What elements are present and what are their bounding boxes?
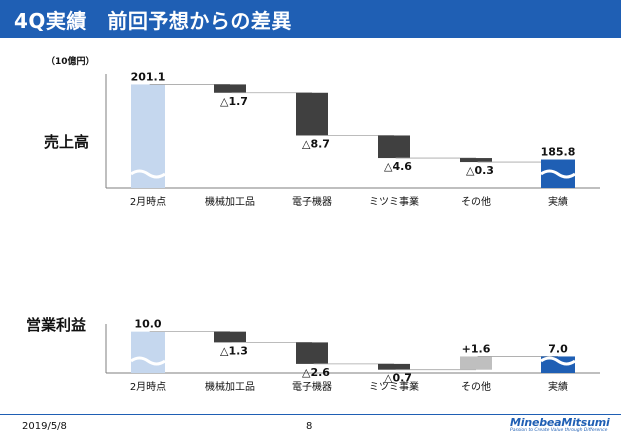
page-number: 8	[306, 421, 313, 432]
category-label: ミツミ事業	[369, 380, 419, 393]
slide-header: 4Q実績 前回予想からの差異	[0, 0, 621, 38]
category-label: 2月時点	[130, 381, 166, 393]
category-label: その他	[461, 380, 491, 393]
category-label: ミツミ事業	[369, 195, 419, 208]
axis-break-mark	[540, 169, 576, 179]
category-label: 2月時点	[130, 196, 166, 208]
value-label: 7.0	[548, 342, 568, 355]
logo-tagline: Passion to Create Value through Differen…	[510, 428, 608, 433]
value-label: △0.3	[466, 164, 494, 177]
axis-break-mark	[130, 169, 166, 179]
axis-break-mark	[540, 356, 576, 366]
category-label: 電子機器	[292, 195, 332, 208]
bar-decrease	[214, 331, 246, 343]
bar-decrease	[214, 84, 246, 93]
category-label: 機械加工品	[205, 380, 255, 393]
category-label: 実績	[548, 195, 568, 208]
value-label: △2.6	[302, 366, 330, 379]
bar-decrease	[296, 342, 328, 364]
value-label: △1.3	[220, 344, 248, 357]
category-label: 実績	[548, 380, 568, 393]
footer-divider	[0, 414, 621, 415]
value-label: △0.7	[384, 372, 412, 385]
value-label: △1.7	[220, 95, 248, 108]
page-title: 4Q実績 前回予想からの差異	[14, 9, 292, 33]
bar-decrease	[296, 92, 328, 136]
bar-decrease	[378, 363, 410, 370]
unit-label: （10億円）	[46, 57, 95, 67]
value-label: 201.1	[131, 70, 166, 83]
bar-end	[541, 356, 575, 373]
bar-increase	[460, 356, 492, 370]
value-label: △4.6	[384, 160, 412, 173]
logo-name: MinebeaMitsumi	[510, 416, 610, 429]
bar-decrease	[378, 135, 410, 159]
bar-start	[131, 331, 165, 373]
value-label: 185.8	[541, 146, 576, 159]
chart-label-operating-profit: 営業利益	[26, 316, 87, 334]
footer-date: 2019/5/8	[22, 421, 67, 432]
bar-decrease	[460, 158, 492, 163]
category-label: 電子機器	[292, 380, 332, 393]
company-logo: MinebeaMitsumi Passion to Create Value t…	[510, 416, 610, 436]
value-label: △8.7	[302, 137, 330, 150]
value-label: +1.6	[462, 342, 491, 355]
category-label: その他	[461, 195, 491, 208]
chart-label-sales: 売上高	[44, 133, 90, 151]
axis-break-mark	[130, 356, 166, 366]
value-label: 10.0	[134, 318, 161, 331]
category-label: 機械加工品	[205, 195, 255, 208]
